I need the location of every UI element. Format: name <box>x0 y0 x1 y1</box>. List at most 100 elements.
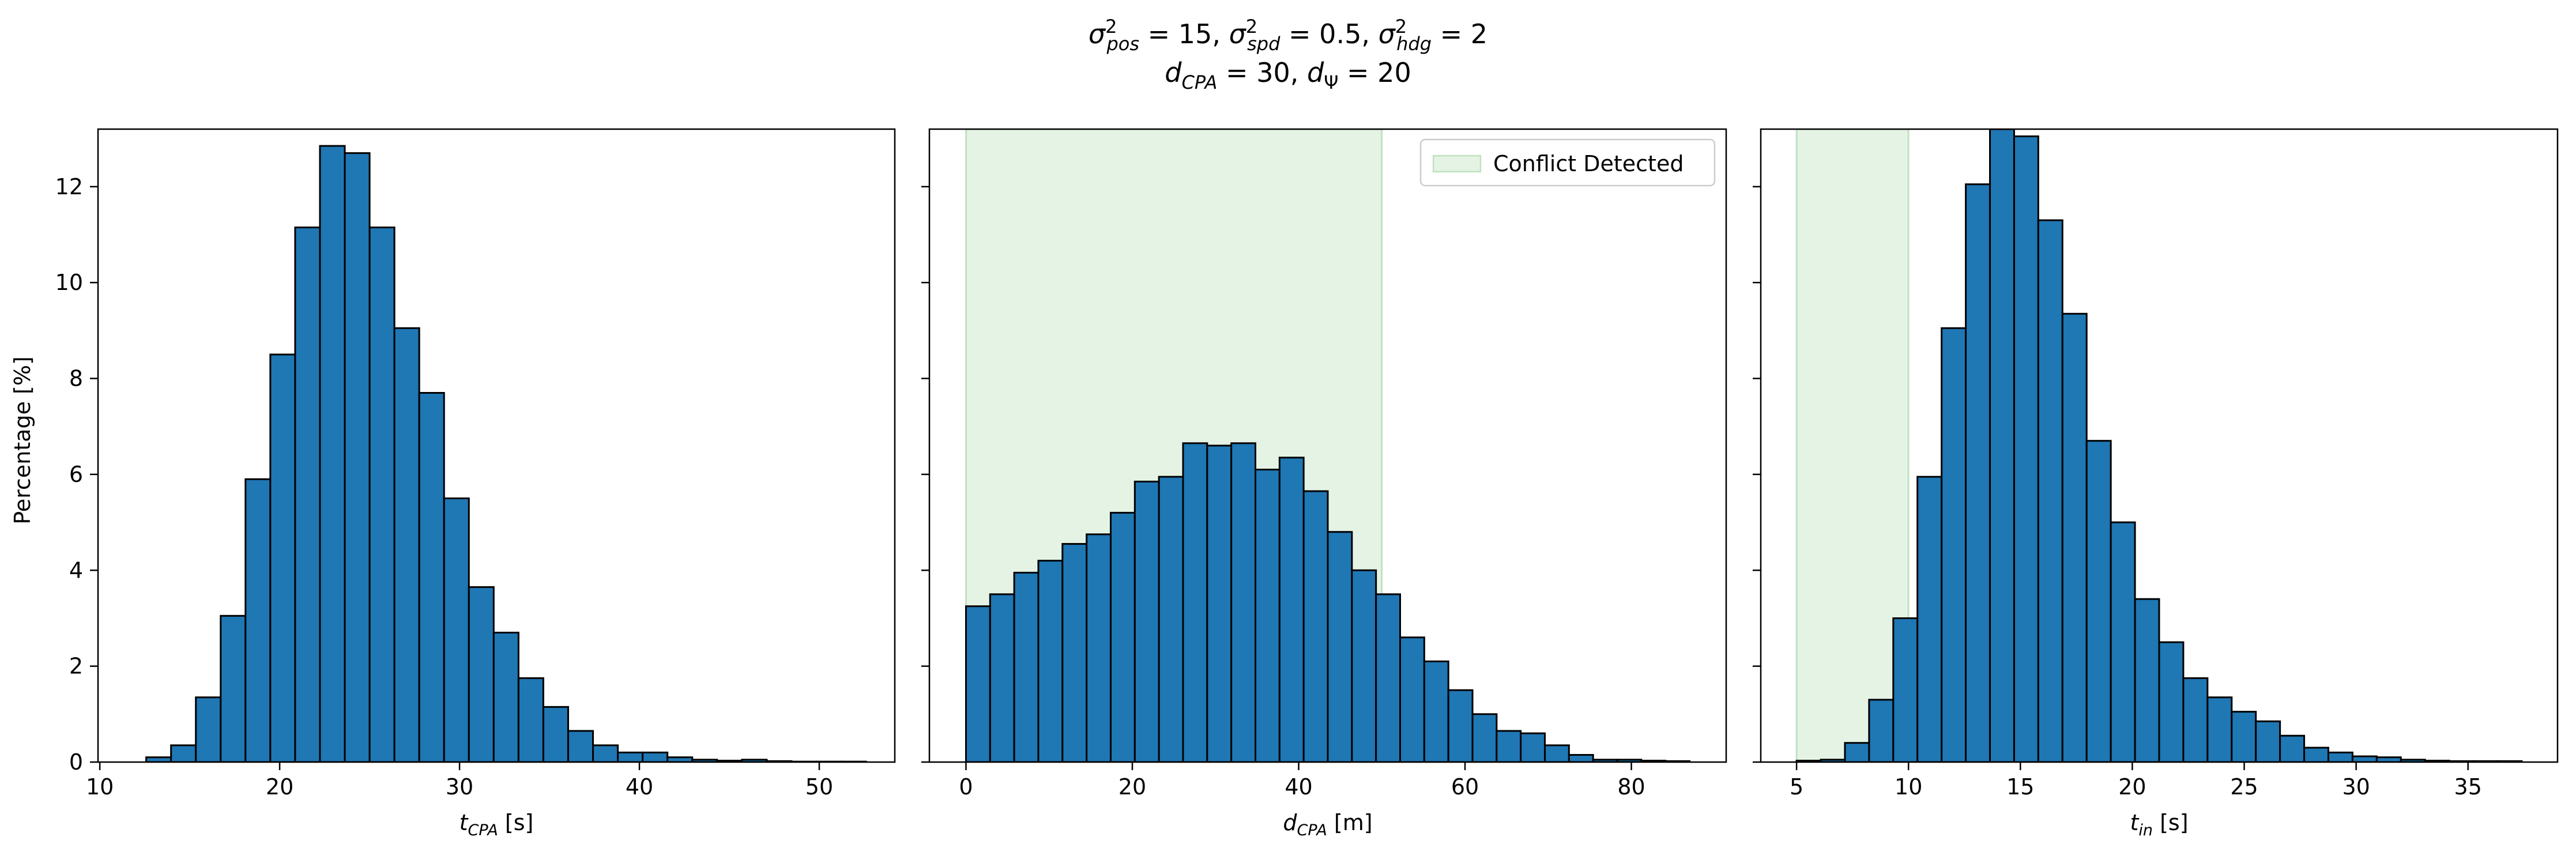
x-axis-label: dCPA [m] <box>1283 810 1372 839</box>
histogram-bar <box>1061 543 1088 762</box>
histogram-bar <box>2303 747 2329 762</box>
x-tick-label: 0 <box>959 774 973 800</box>
y-tick-label: 6 <box>69 462 83 487</box>
histogram-bar <box>2158 641 2185 762</box>
histogram-bar <box>269 353 296 762</box>
histogram-bar <box>1868 699 1895 762</box>
histogram-bar <box>1544 744 1570 762</box>
histogram-bar <box>1423 660 1449 762</box>
histogram-bar <box>1133 480 1160 762</box>
histogram-bar <box>443 497 470 762</box>
panel-d-cpa: 0 20 40 60 80 dCPA [m] Conflict Detected <box>921 128 1727 839</box>
x-tick-label: 40 <box>626 774 653 800</box>
histogram-bar <box>642 751 669 762</box>
figure-title-line2: dCPA = 30, dΨ = 20 <box>1165 57 1411 93</box>
histogram-bar <box>1496 730 1522 762</box>
histogram-bar <box>468 586 495 762</box>
conflict-region <box>1795 129 1910 762</box>
x-tick-label: 80 <box>1617 774 1645 800</box>
histogram-bar <box>393 327 420 762</box>
histogram-bar <box>1109 511 1136 762</box>
histogram-bar <box>567 730 594 762</box>
histogram-bar <box>2231 711 2257 762</box>
y-tick-label: 8 <box>69 366 83 391</box>
histogram-bar <box>1941 327 1967 762</box>
histogram-bar <box>2085 440 2112 762</box>
legend: Conflict Detected <box>1419 138 1716 187</box>
axes-frame <box>1760 128 2559 763</box>
x-tick-label: 10 <box>86 774 114 800</box>
histogram-bar <box>418 392 445 762</box>
histogram-bar <box>1158 476 1184 762</box>
histogram-bar <box>2037 219 2063 762</box>
histogram-bar <box>2206 696 2233 762</box>
histogram-bar <box>1302 490 1329 762</box>
legend-swatch <box>1432 154 1482 173</box>
x-tick-label: 25 <box>2230 774 2258 800</box>
histogram-bar <box>542 706 569 762</box>
histogram-bar <box>1916 476 1943 762</box>
panel-t-cpa: 10 20 30 40 50 0 2 4 6 8 10 12 tCPA [s] <box>55 128 896 839</box>
histogram-bar <box>2110 521 2136 762</box>
x-tick-label: 20 <box>1118 774 1146 800</box>
histogram-bar <box>368 227 396 762</box>
x-tick-label: 30 <box>2342 774 2370 800</box>
histogram-bar <box>220 615 247 762</box>
histogram-bar <box>294 227 321 762</box>
histogram-bar <box>1447 689 1474 762</box>
y-tick-label: 4 <box>69 557 83 583</box>
axes-frame <box>928 128 1727 763</box>
x-tick-label: 20 <box>266 774 293 800</box>
histogram-bar <box>617 751 644 762</box>
x-tick-label: 5 <box>1790 774 1803 800</box>
histogram-bar <box>2327 751 2353 762</box>
plot-area <box>1795 129 2523 762</box>
histogram-bar <box>1399 636 1425 762</box>
x-tick-label: 30 <box>446 774 473 800</box>
legend-label: Conflict Detected <box>1493 151 1684 176</box>
histogram-bar <box>1182 442 1208 762</box>
histogram-bar <box>170 744 197 762</box>
x-tick-label: 10 <box>1895 774 1922 800</box>
histogram-bar <box>517 677 544 762</box>
histogram-bar <box>2013 135 2039 762</box>
histogram-bar <box>1965 183 1991 762</box>
histogram-bar <box>1230 442 1256 762</box>
y-axis-label: Percentage [%] <box>10 356 35 525</box>
legend-box <box>1419 138 1716 187</box>
histogram-bar <box>1568 754 1594 762</box>
x-axis-label: tin [s] <box>2130 810 2188 839</box>
histogram-bar <box>2182 677 2209 762</box>
histogram-bar <box>2351 755 2378 762</box>
histogram-bar <box>1013 571 1040 762</box>
histogram-bar <box>344 152 371 762</box>
histogram-bar <box>989 593 1015 762</box>
histogram-bar <box>492 631 519 762</box>
histogram-bar <box>1086 533 1112 762</box>
histogram-bar <box>1844 742 1870 762</box>
plot-area <box>965 129 1691 762</box>
histogram-bar <box>1471 713 1498 762</box>
histogram-bar <box>592 744 619 762</box>
x-tick-label: 15 <box>2006 774 2034 800</box>
x-axis-label: tCPA [s] <box>460 810 534 839</box>
histogram-bar <box>1206 444 1233 762</box>
histogram-bar <box>1351 569 1377 762</box>
x-tick-label: 35 <box>2454 774 2482 800</box>
histogram-bar <box>2255 720 2281 762</box>
histogram-bar <box>1892 617 1919 762</box>
figure-title: σ2 pos = 15, σ2 spd = 0.5, σ2 hdg = 2 dCPA … <box>1089 16 1487 93</box>
panel-t-in: 5 10 15 20 25 30 35 tin [s] <box>1753 128 2559 839</box>
y-tick-label: 0 <box>69 749 83 775</box>
histogram-bar <box>2061 312 2088 762</box>
y-tick-label: 12 <box>55 174 83 199</box>
axes-frame <box>97 128 896 763</box>
figure-title-line1: σ2 pos = 15, σ2 spd = 0.5, σ2 hdg = 2 <box>1089 16 1487 55</box>
x-tick-label: 50 <box>805 774 833 800</box>
histogram-bar <box>195 696 222 762</box>
histogram-bar <box>965 605 991 762</box>
histogram-bar <box>2279 734 2306 762</box>
histogram-bar <box>244 478 272 762</box>
histogram-bar <box>1037 560 1064 762</box>
